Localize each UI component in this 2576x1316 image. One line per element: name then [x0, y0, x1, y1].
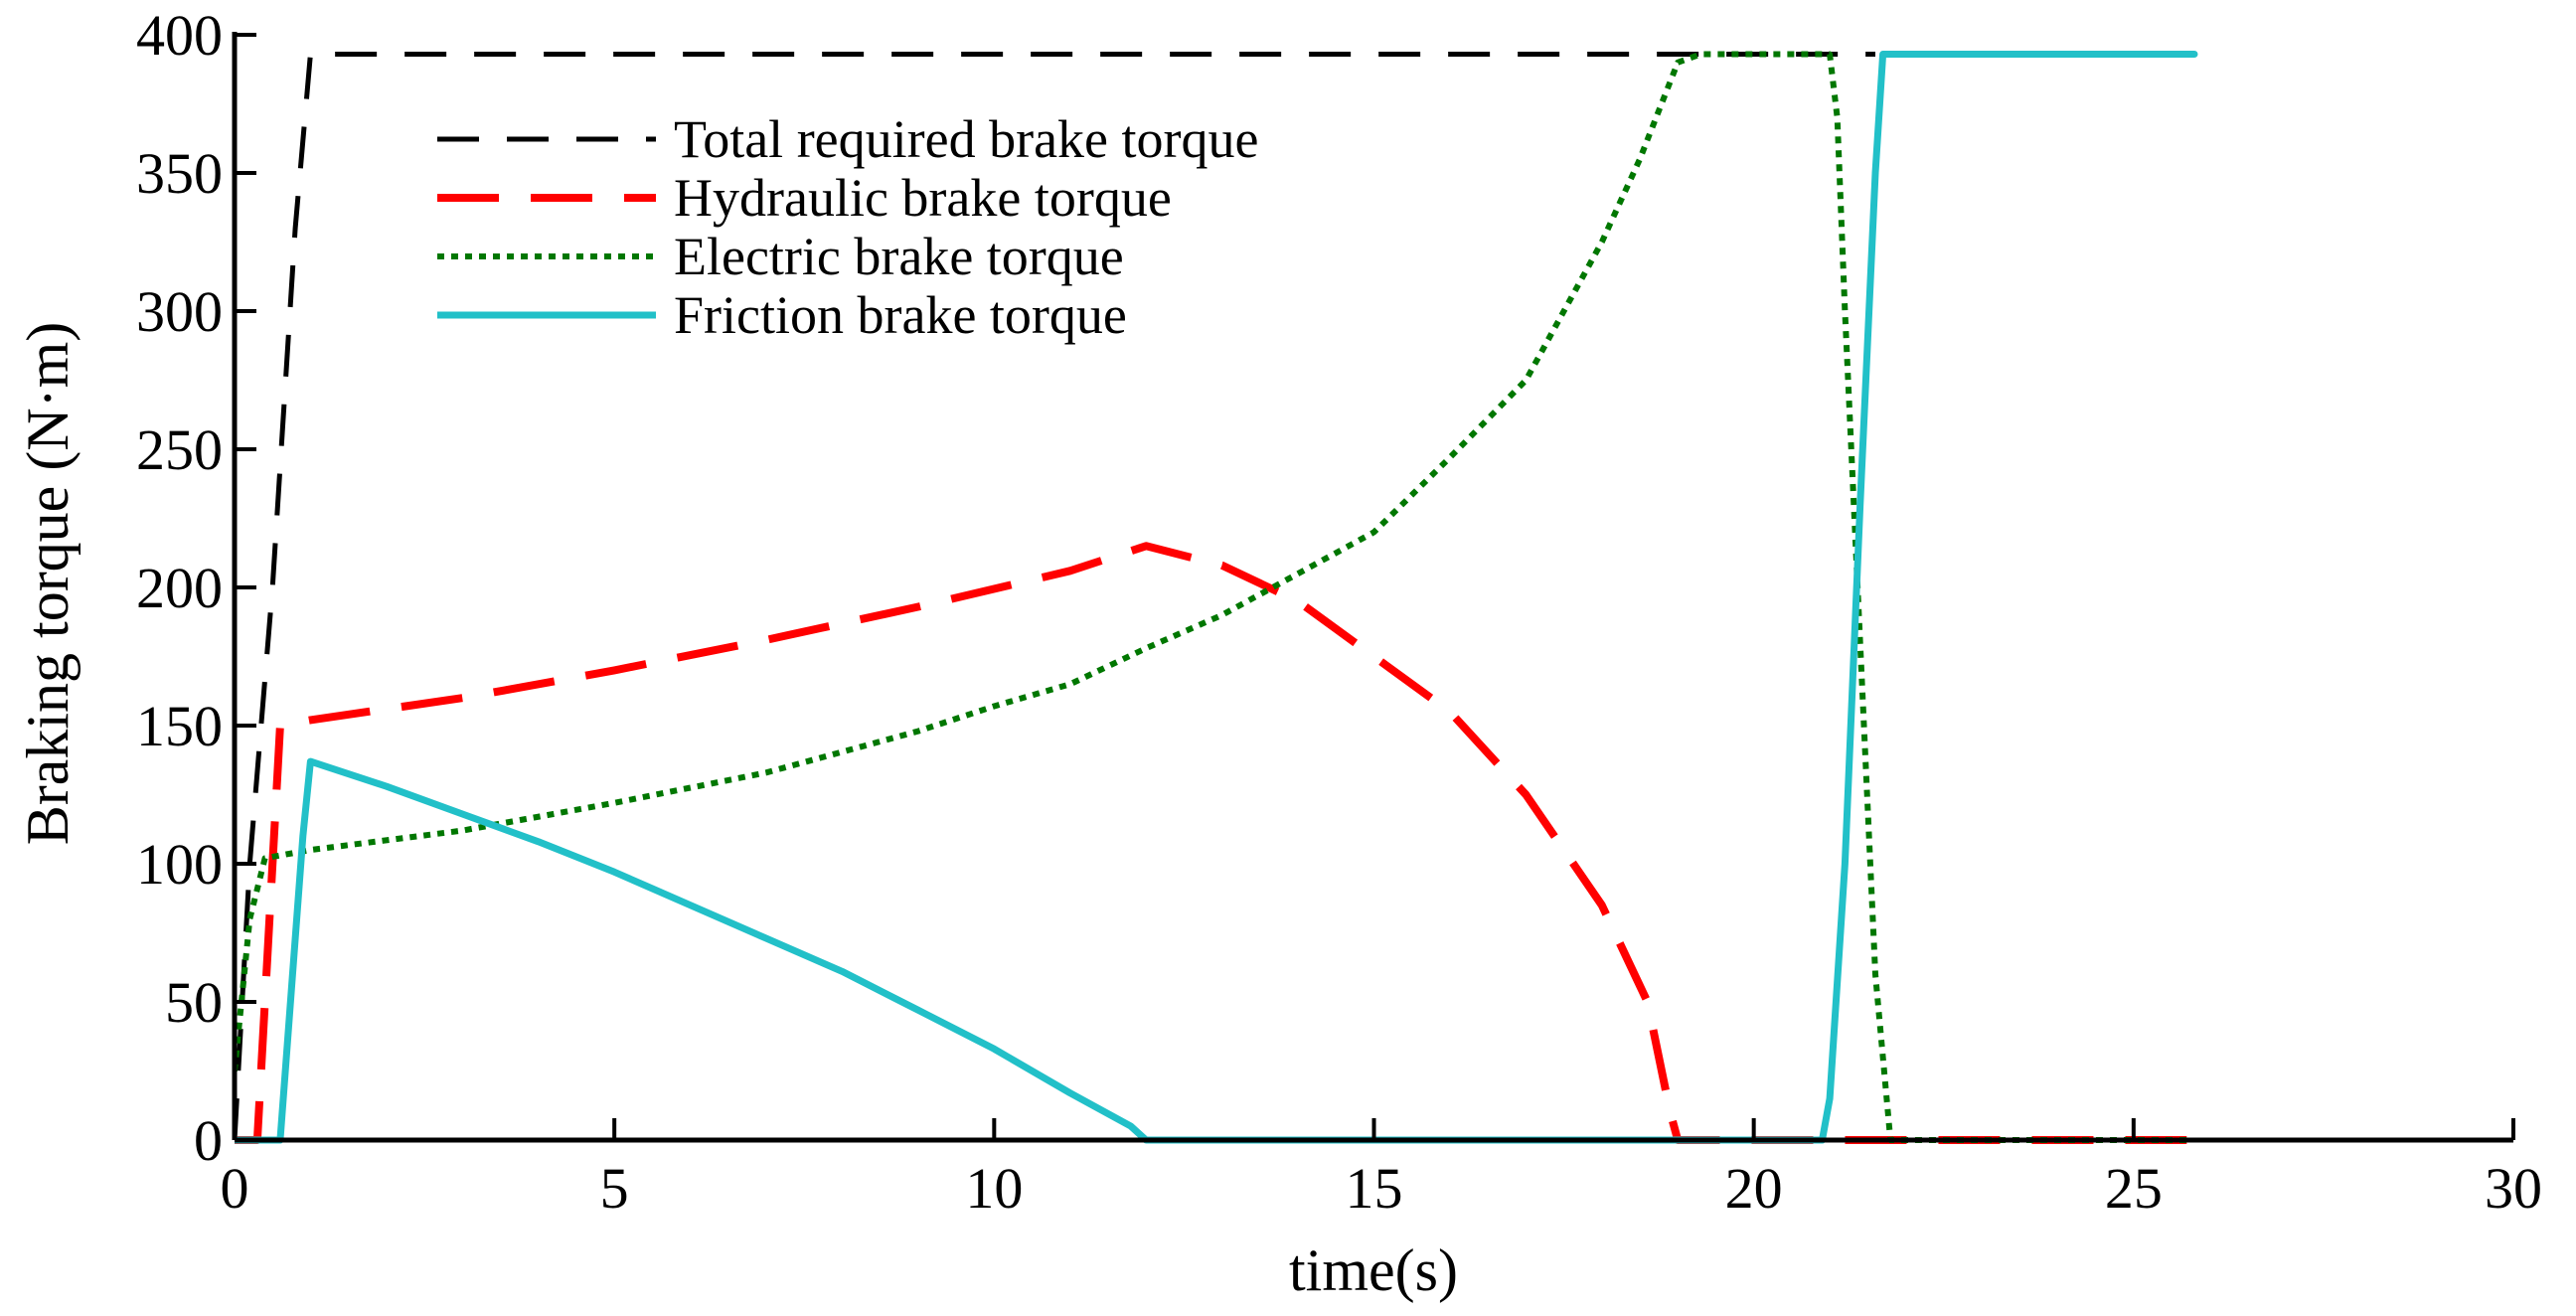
x-tick-label: 0 — [221, 1156, 249, 1221]
series-line-4 — [235, 51, 2198, 1144]
y-tick-label: 300 — [136, 279, 223, 344]
x-tick-label: 5 — [600, 1156, 629, 1221]
x-tick-label: 10 — [965, 1156, 1023, 1221]
x-tick-label: 20 — [1725, 1156, 1783, 1221]
series-line-2 — [235, 542, 2187, 1144]
series-line-3 — [235, 51, 2187, 1143]
x-tick-label: 25 — [2105, 1156, 2163, 1221]
y-tick-label: 0 — [194, 1108, 223, 1173]
y-tick-label: 200 — [136, 556, 223, 620]
y-axis-title: Braking torque (N·m) — [15, 322, 80, 846]
legend-label-2: Hydraulic brake torque — [674, 168, 1172, 228]
x-tick-label: 15 — [1346, 1156, 1403, 1221]
y-tick-label: 100 — [136, 832, 223, 897]
legend-label-3: Electric brake torque — [674, 227, 1124, 286]
x-axis-title: time(s) — [1289, 1237, 1458, 1303]
series-layer — [235, 51, 2198, 1144]
y-tick-label: 400 — [136, 3, 223, 68]
legend-label-4: Friction brake torque — [674, 285, 1127, 345]
y-tick-label: 150 — [136, 694, 223, 758]
legend-label-1: Total required brake torque — [674, 109, 1258, 169]
axes — [232, 32, 2515, 1143]
x-tick-label: 30 — [2485, 1156, 2542, 1221]
y-tick-label: 250 — [136, 417, 223, 482]
y-tick-label: 350 — [136, 141, 223, 206]
y-tick-label: 50 — [165, 970, 223, 1035]
series-line-1 — [235, 52, 1875, 1141]
